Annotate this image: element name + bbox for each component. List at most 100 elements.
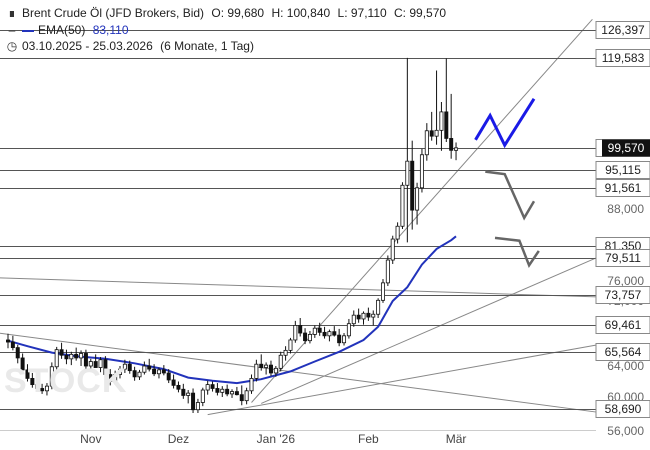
- candle: [264, 362, 269, 375]
- remove-icon[interactable]: –: [8, 23, 16, 37]
- level-label: 58,690: [605, 402, 642, 416]
- candle: [166, 369, 171, 384]
- candle: [137, 369, 142, 380]
- ema-value: 83,110: [92, 23, 129, 37]
- candle-body: [410, 160, 415, 211]
- candle-body: [395, 225, 400, 240]
- level-label-box: [595, 286, 650, 304]
- candle: [322, 326, 327, 339]
- candle: [83, 349, 88, 370]
- candle: [171, 374, 176, 389]
- candle-body: [439, 111, 444, 131]
- candle: [327, 329, 332, 342]
- projection-arrows: [474, 97, 540, 268]
- level-label: 65,564: [605, 345, 642, 359]
- candle-body: [25, 369, 30, 379]
- current-price-label: 99,570: [608, 141, 645, 155]
- candle-body: [380, 282, 385, 301]
- candle: [79, 350, 84, 366]
- chart-header-range: ◷ 03.10.2025 - 25.03.2026 (6 Monate, 1 Ta…: [6, 39, 258, 53]
- candle-body: [356, 314, 361, 320]
- candle: [419, 148, 424, 193]
- level-label-box: [595, 49, 650, 67]
- candle: [439, 101, 444, 151]
- candle-body: [434, 129, 439, 137]
- level-label: 73,757: [605, 288, 642, 302]
- candle: [147, 358, 152, 372]
- candle-body: [429, 130, 434, 137]
- ema-color-swatch: [22, 29, 34, 32]
- candle-body: [215, 388, 220, 393]
- candle: [191, 388, 196, 414]
- candle-body: [249, 377, 254, 392]
- level-label-box: [595, 249, 650, 267]
- candle-body: [161, 369, 166, 374]
- candle-body: [361, 312, 366, 320]
- candle-body: [127, 363, 132, 372]
- candle-body: [74, 353, 79, 359]
- candle-body: [259, 363, 264, 368]
- candle: [380, 279, 385, 303]
- interval: (6 Monate, 1 Tag): [160, 39, 254, 53]
- candle: [342, 333, 347, 346]
- candle: [122, 359, 127, 373]
- candle: [10, 335, 15, 351]
- trendline-2: [207, 344, 598, 416]
- candle-body: [415, 187, 420, 211]
- candle-body: [264, 364, 269, 368]
- candle-body: [342, 335, 347, 344]
- candle: [371, 310, 376, 326]
- candle-body: [88, 361, 93, 367]
- x-tick-label: Jan '26: [257, 432, 296, 446]
- level-label: 91,561: [605, 181, 642, 195]
- projection-bearish_2: [494, 236, 540, 268]
- candle-body: [186, 392, 191, 396]
- candle-body: [283, 349, 288, 356]
- candle: [307, 330, 312, 344]
- trendlines: [0, 18, 598, 416]
- candle: [249, 374, 254, 394]
- candle: [317, 322, 322, 336]
- candle-body: [20, 357, 25, 371]
- candle: [288, 337, 293, 354]
- candlestick-icon: ∎: [8, 6, 16, 20]
- candle: [181, 383, 186, 399]
- candlesticks: [6, 57, 459, 414]
- candle: [49, 362, 54, 390]
- candle-body: [312, 327, 317, 335]
- candle: [215, 383, 220, 396]
- candle: [454, 142, 459, 161]
- candle: [156, 367, 161, 379]
- candle: [210, 381, 215, 392]
- candle: [20, 353, 25, 373]
- candle: [98, 357, 103, 373]
- date-range: 03.10.2025 - 25.03.2026: [22, 39, 153, 53]
- candle: [332, 326, 337, 337]
- candle: [103, 356, 108, 378]
- candle: [298, 318, 303, 337]
- candle: [118, 366, 123, 379]
- level-label-box: [595, 161, 650, 179]
- level-label-box: [595, 179, 650, 197]
- candle-body: [40, 388, 45, 392]
- level-label: 69,461: [605, 318, 642, 332]
- candle-body: [390, 238, 395, 261]
- candle: [64, 349, 69, 365]
- candle: [127, 360, 132, 374]
- candle-body: [205, 384, 210, 391]
- trendline-3: [261, 256, 598, 404]
- candle: [69, 351, 74, 366]
- candle: [415, 182, 420, 225]
- candle-body: [113, 374, 118, 382]
- candle: [444, 58, 449, 143]
- candle-body: [79, 353, 84, 359]
- candle-body: [59, 349, 64, 356]
- candle: [259, 354, 264, 371]
- candle-body: [400, 184, 405, 227]
- candle-body: [171, 379, 176, 386]
- candle: [132, 366, 137, 381]
- candle-body: [278, 354, 283, 369]
- candle-body: [385, 259, 390, 284]
- ema-label: EMA(50): [38, 23, 86, 37]
- y-tick-label: 64,000: [607, 359, 644, 373]
